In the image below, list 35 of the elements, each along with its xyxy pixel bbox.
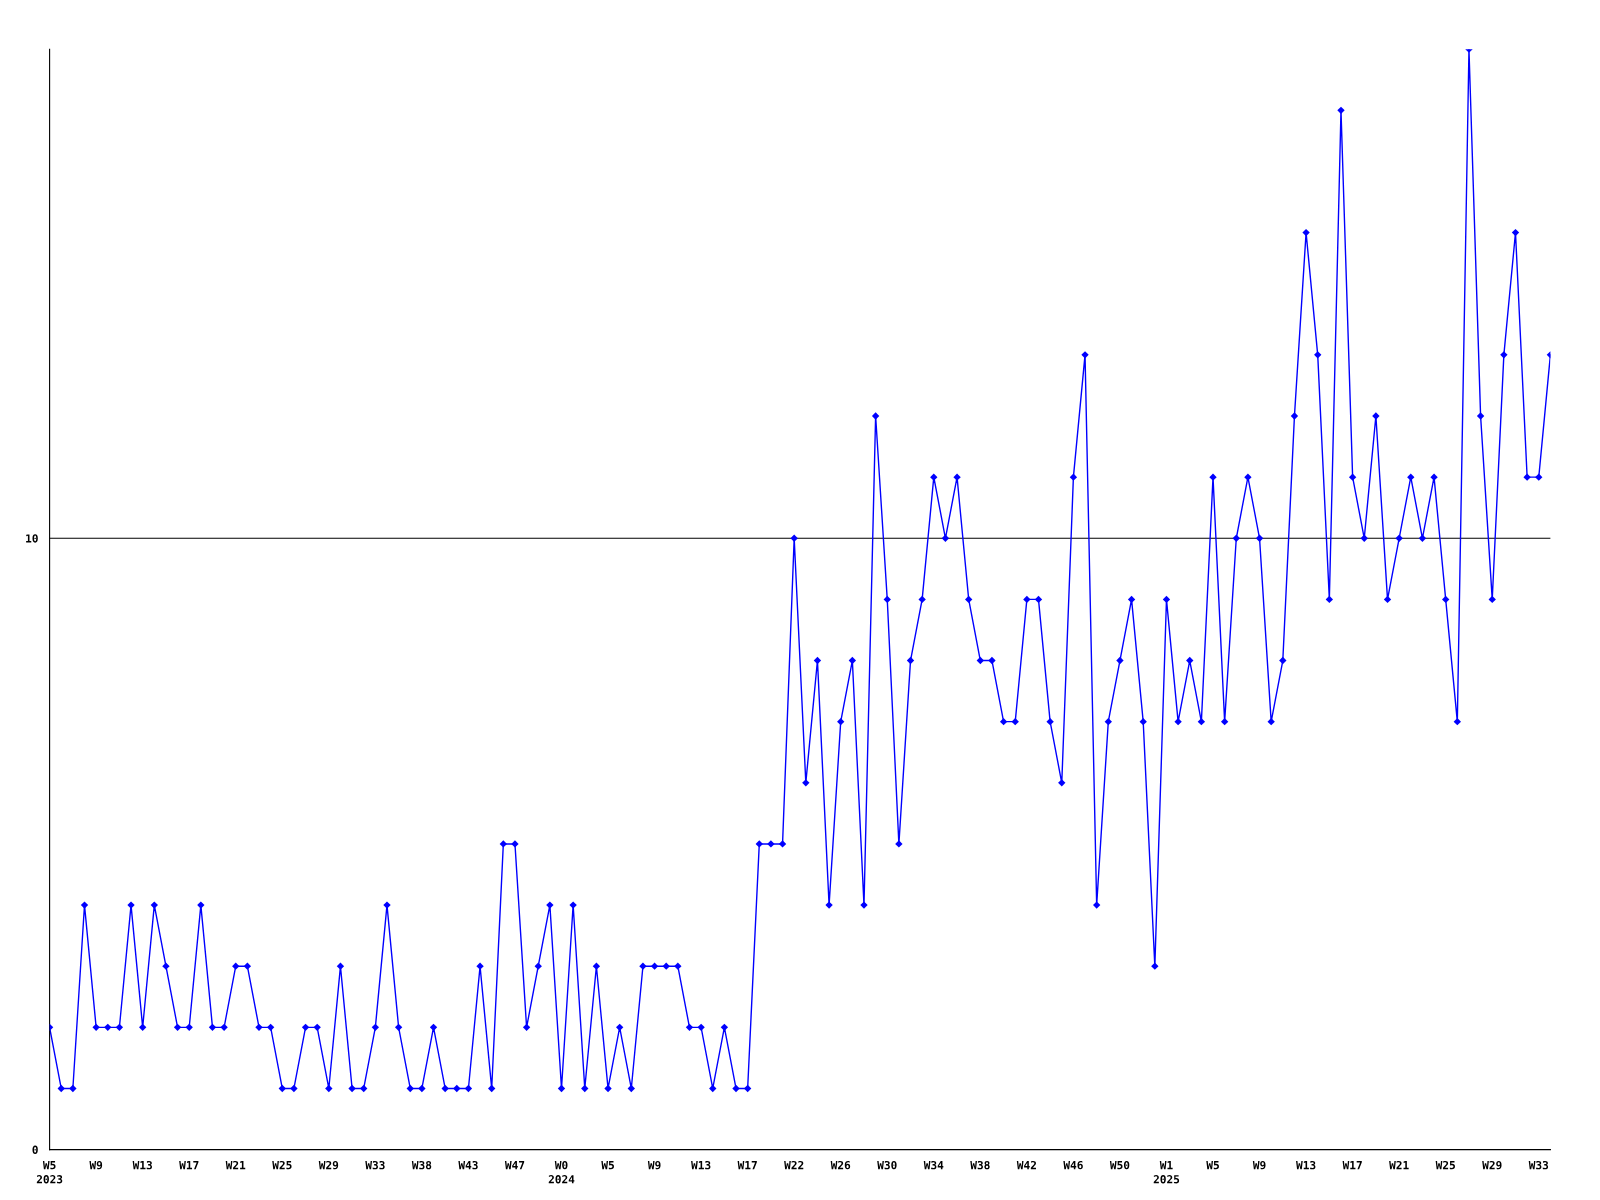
x-tick-label: W47 (504, 1161, 525, 1170)
x-tick-label: W25 (1435, 1160, 1455, 1170)
x-tick-label: W13 (691, 1160, 711, 1170)
x-tick-label: W1 2025 (1153, 1161, 1180, 1184)
x-tick-label: W34 (923, 1160, 944, 1170)
x-tick-label: W17 (737, 1161, 757, 1170)
x-tick-label: W46 (1063, 1160, 1083, 1170)
x-tick-label: W25 (272, 1160, 292, 1170)
x-tick-label: W5 (601, 1161, 614, 1170)
x-tick-label: W9 (89, 1160, 103, 1170)
x-tick-label: W13 (1296, 1160, 1316, 1170)
x-tick-label: W50 (1109, 1160, 1130, 1170)
x-tick-label: W21 (1389, 1160, 1409, 1170)
x-tick-label: W5 2023 (36, 1161, 63, 1184)
x-tick-label: W21 (225, 1160, 246, 1170)
x-tick-label: W33 (365, 1160, 385, 1170)
x-tick-label: W33 (1528, 1160, 1549, 1170)
y-tick-label: 0 (32, 1145, 38, 1154)
x-tick-label: W29 (1482, 1160, 1502, 1170)
x-tick-label: W0 2024 (548, 1160, 575, 1184)
x-tick-label: W43 (458, 1160, 478, 1170)
y-tick-label: 10 (26, 534, 38, 543)
x-tick-label: W42 (1016, 1160, 1036, 1170)
x-tick-label: W17 (179, 1161, 199, 1170)
x-tick-label: W9 (1252, 1160, 1266, 1170)
x-tick-label: W30 (877, 1160, 897, 1170)
x-tick-label: W5 (1206, 1161, 1219, 1170)
x-tick-label: W13 (132, 1160, 152, 1170)
x-tick-label: W9 (647, 1160, 661, 1170)
x-tick-label: W29 (318, 1160, 339, 1170)
x-tick-label: W22 (784, 1160, 804, 1170)
x-tick-label: W17 (1342, 1161, 1362, 1170)
x-tick-label: W38 (411, 1160, 432, 1170)
x-tick-label: W26 (830, 1160, 851, 1170)
x-tick-label: W38 (970, 1160, 990, 1170)
